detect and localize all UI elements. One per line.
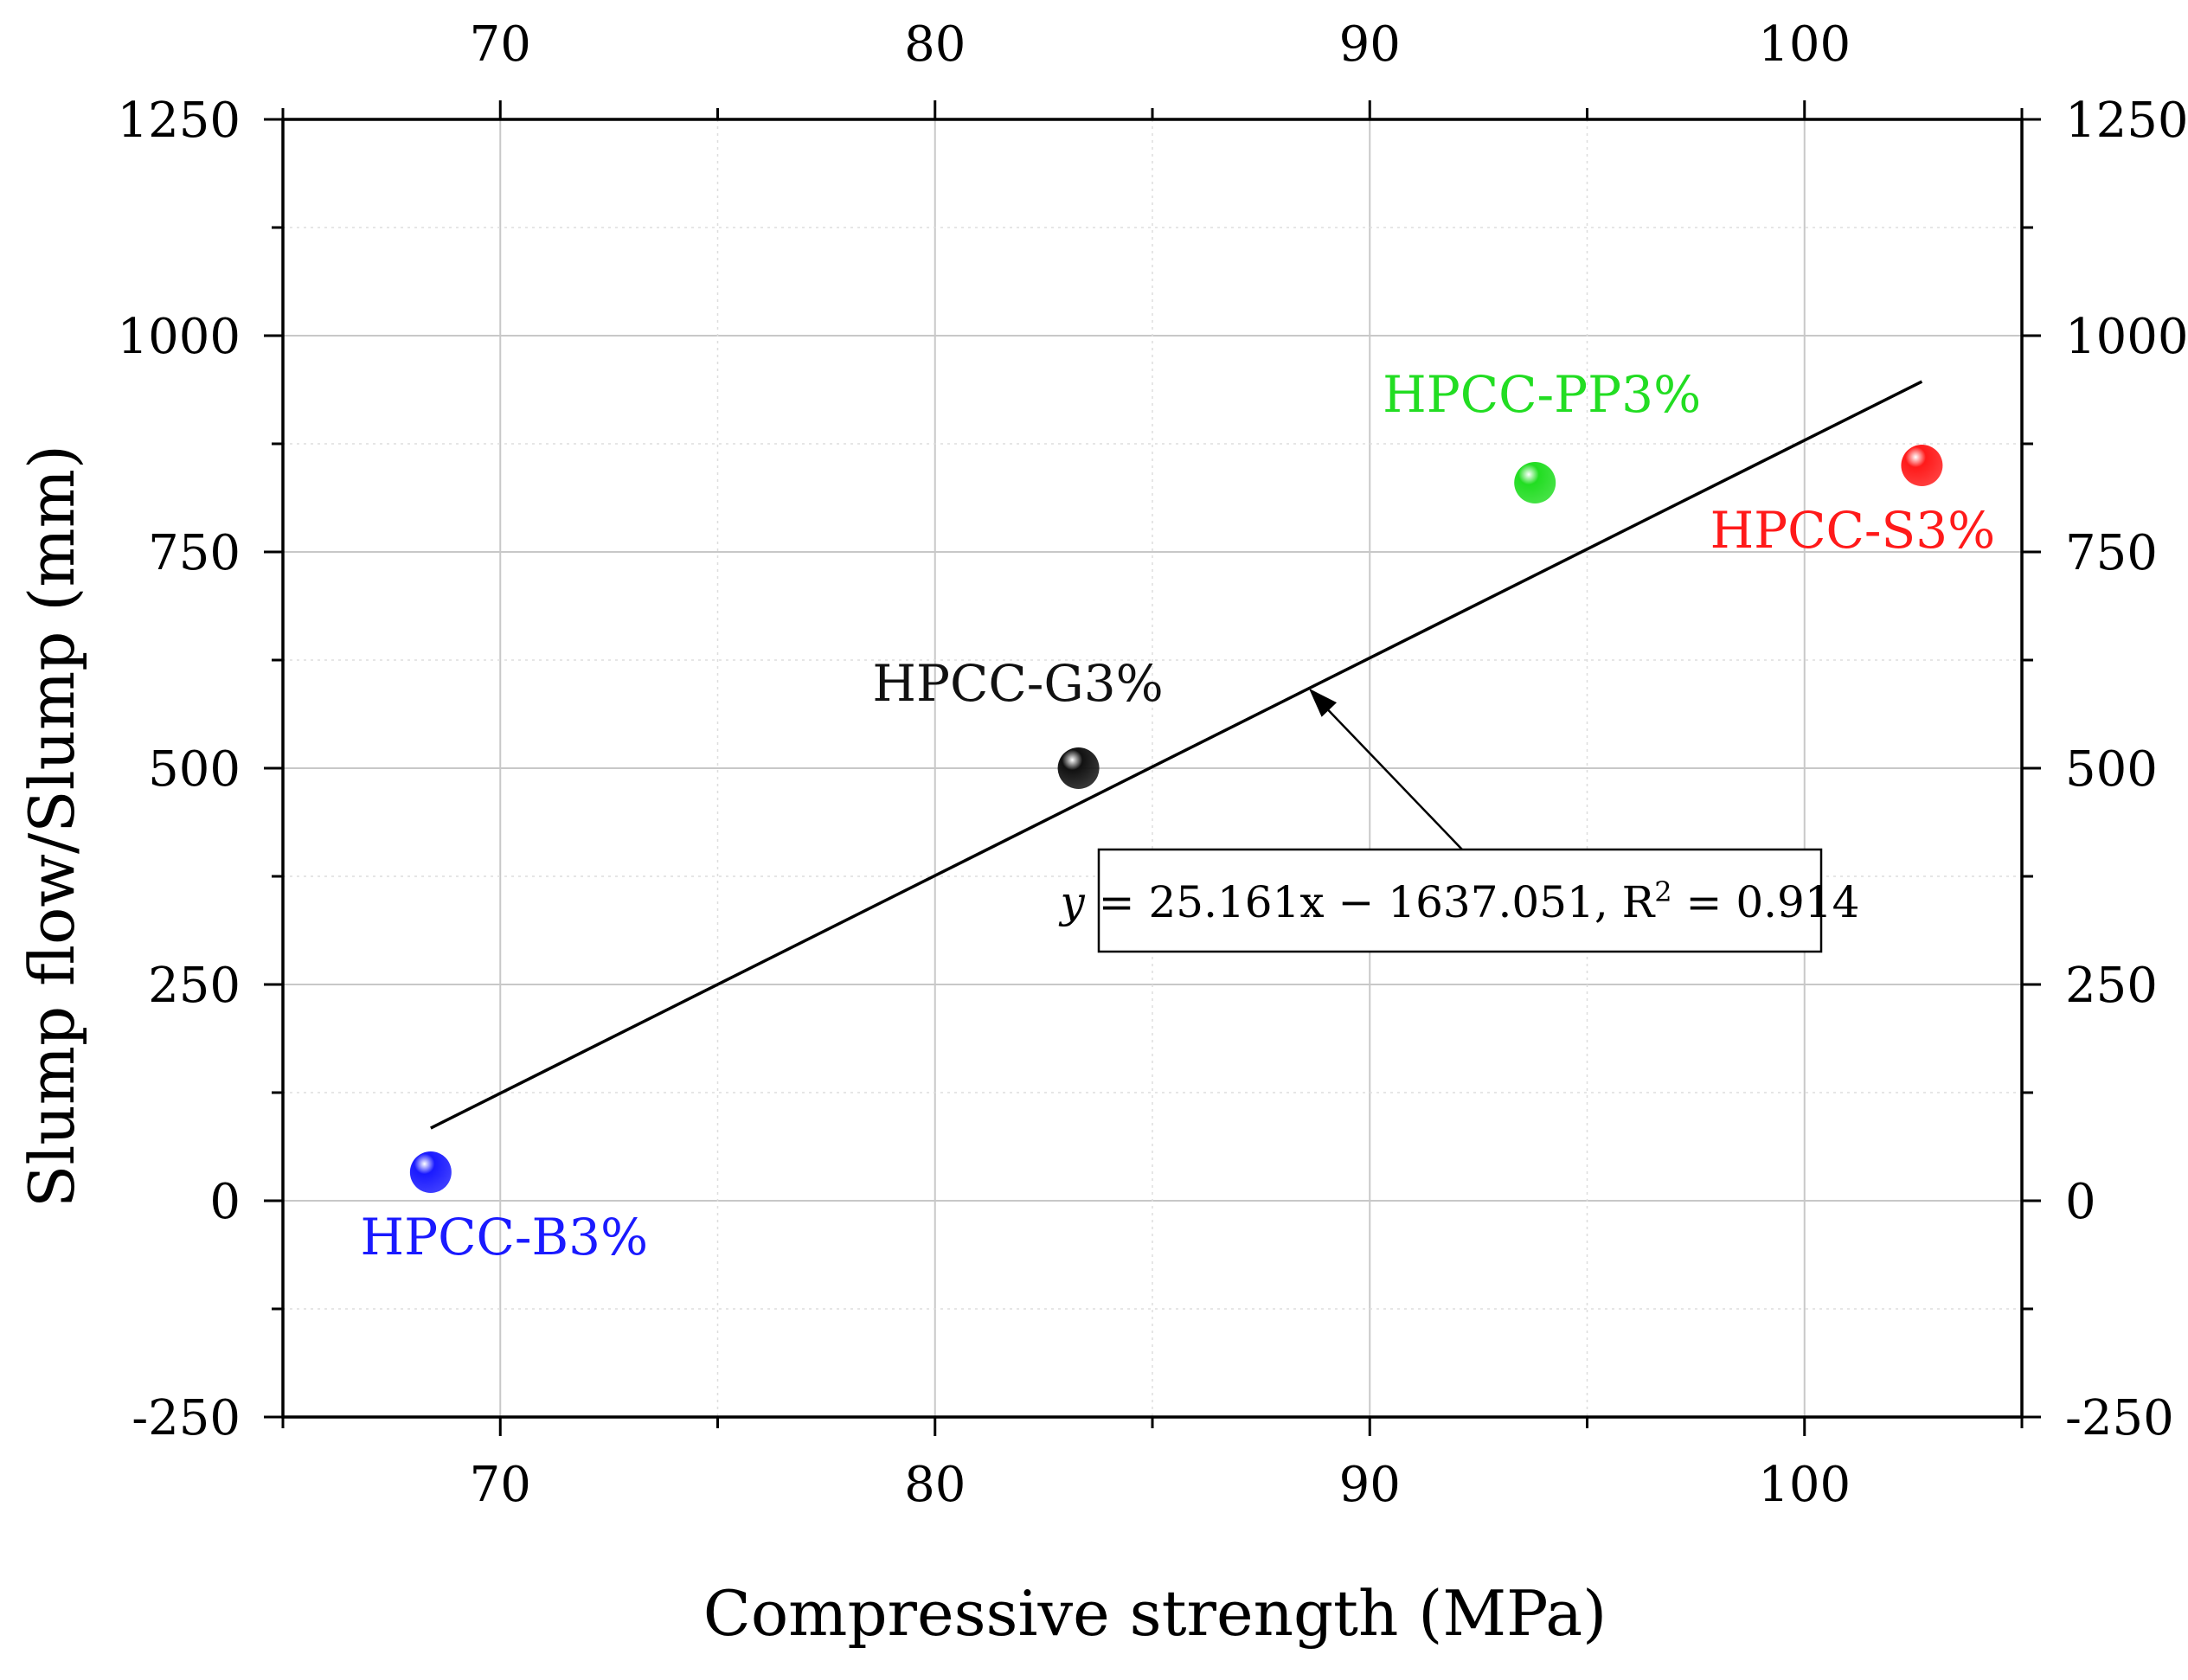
- x-top-tick-label: 80: [904, 16, 966, 73]
- x-bottom-tick-label: 100: [1758, 1457, 1851, 1513]
- y-left-tick-label: -250: [132, 1390, 241, 1446]
- y-right-tick-label: -250: [2065, 1390, 2174, 1446]
- data-point-hpcc-s3: [1901, 445, 1943, 486]
- x-bottom-tick-label: 70: [470, 1457, 531, 1513]
- data-point-hpcc-b3: [409, 1151, 452, 1193]
- y-left-tick-label: 0: [209, 1174, 241, 1230]
- x-top-tick-label: 70: [470, 16, 531, 73]
- data-points: [409, 445, 1943, 1193]
- arrow-head: [1308, 688, 1338, 717]
- point-label: HPCC-G3%: [872, 654, 1163, 713]
- x-bottom-tick-label: 90: [1339, 1457, 1401, 1513]
- x-top-tick-label: 100: [1758, 16, 1851, 73]
- y-left-tick-label: 1000: [117, 309, 241, 365]
- arrow-shaft: [1314, 696, 1463, 850]
- point-label: HPCC-B3%: [361, 1208, 649, 1266]
- x-bottom-tick-label: 80: [904, 1457, 966, 1513]
- y-right-tick-label: 500: [2065, 741, 2158, 798]
- point-labels: HPCC-B3% HPCC-G3% HPCC-PP3% HPCC-S3%: [361, 365, 1996, 1266]
- y-right-tick-label: 1250: [2065, 93, 2188, 149]
- y-left-tick-label: 500: [148, 741, 241, 798]
- equation-annotation: y = 25.161x − 1637.051, R2 = 0.914: [1059, 688, 1860, 953]
- equation-text: y = 25.161x − 1637.051, R2 = 0.914: [1059, 875, 1860, 927]
- y-right-tick-label: 0: [2065, 1174, 2096, 1230]
- x-top-tick-label: 90: [1339, 16, 1401, 73]
- y-left-tick-label: 750: [148, 525, 241, 581]
- data-point-hpcc-pp3: [1514, 462, 1556, 503]
- equation-box: [1097, 848, 1823, 953]
- fit-line-group: [430, 380, 1923, 1130]
- x-axis-title: Compressive strength (MPa): [703, 1577, 1607, 1650]
- point-label: HPCC-PP3%: [1383, 365, 1701, 424]
- point-label: HPCC-S3%: [1710, 501, 1996, 560]
- y-axis-title: Slump flow/Slump (mm): [16, 445, 88, 1208]
- data-point-hpcc-g3: [1057, 747, 1100, 789]
- y-right-tick-label: 1000: [2065, 309, 2188, 365]
- y-right-tick-label: 750: [2065, 525, 2158, 581]
- y-right-tick-label: 250: [2065, 958, 2158, 1014]
- axes: 70 70 80 80 90 90 100 100 -250 -250 0 0 250 250 500 500…: [117, 16, 2188, 1513]
- y-left-tick-label: 1250: [117, 93, 241, 149]
- y-left-tick-label: 250: [148, 958, 241, 1014]
- regression-line: [430, 380, 1923, 1130]
